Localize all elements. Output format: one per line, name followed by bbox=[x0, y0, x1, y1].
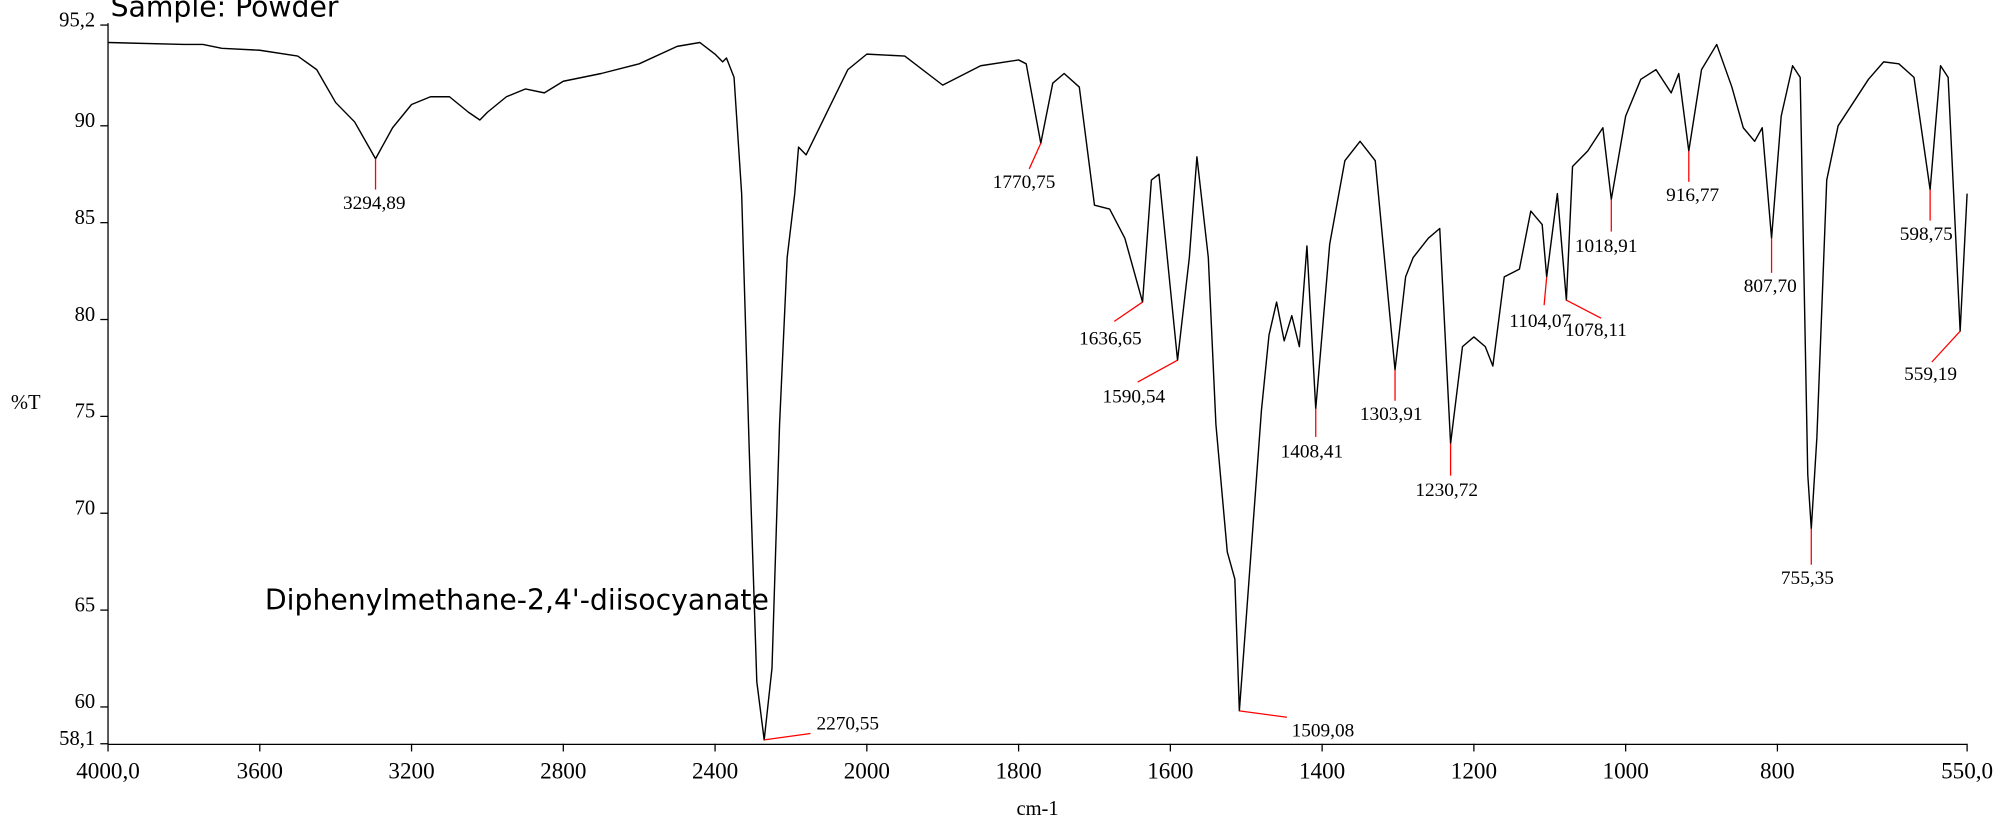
x-tick-label: 3600 bbox=[237, 758, 283, 784]
peak-label: 1104,07 bbox=[1509, 311, 1571, 332]
x-tick-label: 3200 bbox=[388, 758, 434, 784]
x-tick-label: 1200 bbox=[1451, 758, 1497, 784]
peak-leader bbox=[1137, 359, 1178, 383]
x-tick-label: 800 bbox=[1760, 758, 1795, 784]
x-tick-label: 1800 bbox=[995, 758, 1041, 784]
peak-label: 1230,72 bbox=[1415, 480, 1478, 501]
peak-label: 1303,91 bbox=[1360, 404, 1423, 425]
x-tick-label: 550,0 bbox=[1941, 758, 1993, 784]
y-tick-label: 75 bbox=[75, 401, 96, 423]
annotation: Diphenylmethane-2,4'-diisocyanate bbox=[265, 583, 769, 616]
peak-label: 559,19 bbox=[1904, 364, 1957, 385]
peak-label: 1408,41 bbox=[1281, 441, 1344, 462]
y-tick-label: 70 bbox=[75, 498, 96, 520]
peak-leader bbox=[1566, 299, 1602, 319]
peak-label: 1636,65 bbox=[1079, 329, 1142, 350]
x-tick-label: 4000,0 bbox=[76, 758, 140, 784]
peak-label: 3294,89 bbox=[343, 193, 406, 214]
peak-label: 1509,08 bbox=[1292, 721, 1355, 742]
peak-label: 1770,75 bbox=[993, 172, 1056, 193]
peak-label: 1018,91 bbox=[1575, 236, 1638, 257]
peak-leader bbox=[1931, 330, 1961, 363]
peak-leader bbox=[1239, 710, 1288, 718]
peak-leader bbox=[1113, 301, 1143, 322]
peak-label: 598,75 bbox=[1900, 224, 1953, 245]
peak-leader bbox=[764, 732, 811, 741]
x-tick-label: 1400 bbox=[1299, 758, 1345, 784]
y-tick-label: 65 bbox=[75, 594, 96, 616]
y-tick-label: 80 bbox=[75, 304, 96, 326]
x-tick-label: 2800 bbox=[540, 758, 586, 784]
y-tick-label: 95,2 bbox=[59, 9, 95, 31]
y-tick-label: 85 bbox=[75, 207, 96, 229]
peak-label: 755,35 bbox=[1781, 568, 1834, 589]
spectrum-line bbox=[108, 41, 1968, 741]
peak-label: 2270,55 bbox=[816, 714, 879, 735]
peak-leader bbox=[1543, 276, 1548, 306]
peak-label: 1590,54 bbox=[1103, 387, 1166, 408]
peak-leader bbox=[1028, 142, 1042, 170]
y-tick-label: 58,1 bbox=[59, 728, 95, 750]
peak-label: 916,77 bbox=[1666, 185, 1719, 206]
x-axis-label: cm-1 bbox=[1016, 798, 1058, 820]
y-axis-label: %T bbox=[11, 392, 41, 414]
x-tick-label: 2400 bbox=[692, 758, 738, 784]
chart-title: Sample: Powder bbox=[111, 0, 339, 24]
y-tick-label: 90 bbox=[75, 110, 96, 132]
x-tick-label: 1600 bbox=[1147, 758, 1193, 784]
x-tick-label: 2000 bbox=[844, 758, 890, 784]
y-tick-label: 60 bbox=[75, 691, 96, 713]
peak-label: 1078,11 bbox=[1565, 320, 1627, 341]
peak-label: 807,70 bbox=[1744, 276, 1797, 297]
x-tick-label: 1000 bbox=[1603, 758, 1649, 784]
